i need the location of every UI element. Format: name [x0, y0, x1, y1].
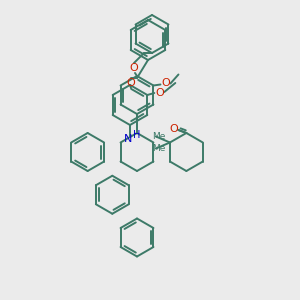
Text: O: O — [130, 63, 138, 73]
Text: Me: Me — [152, 144, 165, 153]
Text: O: O — [155, 88, 164, 98]
Text: O: O — [127, 78, 135, 88]
Text: N: N — [124, 134, 133, 145]
Text: O: O — [161, 79, 170, 88]
Text: Me: Me — [152, 132, 165, 141]
Text: H: H — [133, 130, 140, 140]
Text: O: O — [169, 124, 178, 134]
